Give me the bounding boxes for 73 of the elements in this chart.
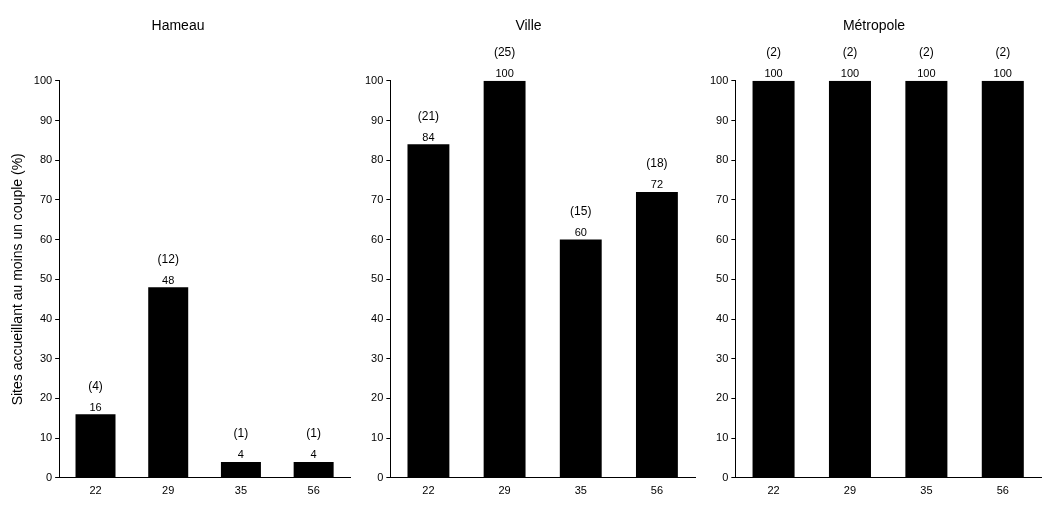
y-tick-label: 100 — [364, 73, 384, 86]
x-tick-label: 35 — [574, 484, 587, 497]
data-label: 100 — [917, 67, 936, 80]
y-tick-label: 0 — [377, 470, 384, 483]
y-tick-label: 0 — [46, 470, 53, 483]
annotation: (21) — [417, 108, 440, 123]
annotation: (2) — [842, 45, 858, 60]
data-label: 60 — [574, 226, 587, 239]
y-tick-label: 70 — [39, 192, 53, 205]
data-label: 4 — [237, 448, 244, 461]
x-tick-label: 29 — [843, 484, 857, 497]
y-tick-label: 0 — [722, 470, 729, 483]
y-tick-label: 100 — [709, 73, 729, 86]
y-tick-label: 50 — [716, 272, 729, 285]
data-label: 4 — [310, 448, 317, 461]
x-tick-label: 29 — [498, 484, 511, 497]
y-tick-label: 60 — [716, 232, 729, 245]
data-label: 100 — [840, 67, 860, 80]
annotation: (4) — [88, 378, 103, 393]
y-tick-label: 60 — [371, 232, 384, 245]
annotation: (25) — [493, 45, 516, 60]
annotation: (18) — [646, 156, 668, 171]
x-tick-label: 35 — [234, 484, 248, 497]
y-tick-label: 50 — [371, 272, 384, 285]
y-tick-label: 40 — [371, 312, 384, 325]
chart-title: Métropole — [842, 17, 906, 34]
x-tick-label: 29 — [162, 484, 175, 497]
x-tick-label: 56 — [307, 484, 320, 497]
y-tick-label: 80 — [39, 153, 53, 166]
data-label: 16 — [89, 400, 102, 413]
data-label: 84 — [422, 130, 435, 143]
x-tick-label: 56 — [996, 484, 1009, 497]
y-tick-label: 20 — [716, 391, 729, 404]
annotation: (1) — [233, 426, 249, 441]
y-tick-label: 20 — [39, 391, 53, 404]
y-tick-label: 30 — [39, 351, 53, 364]
annotation: (2) — [995, 45, 1011, 60]
x-tick-label: 56 — [650, 484, 664, 497]
data-label: 100 — [495, 67, 514, 80]
y-tick-label: 20 — [371, 391, 384, 404]
y-tick-label: 90 — [716, 113, 729, 126]
y-tick-label: 30 — [716, 351, 729, 364]
data-label: 48 — [162, 273, 175, 286]
y-tick-label: 40 — [716, 312, 729, 325]
chart-title: Hameau — [151, 17, 205, 34]
y-tick-label: 30 — [371, 351, 384, 364]
x-tick-label: 35 — [920, 484, 933, 497]
data-label: 100 — [993, 67, 1012, 80]
y-tick-label: 70 — [716, 192, 729, 205]
y-tick-label: 100 — [33, 73, 53, 86]
annotation: (15) — [570, 203, 592, 218]
y-tick-label: 80 — [716, 153, 729, 166]
annotation: (2) — [766, 45, 781, 60]
annotation: (12) — [157, 251, 179, 266]
x-tick-label: 22 — [89, 484, 102, 497]
x-tick-label: 22 — [422, 484, 435, 497]
y-tick-label: 80 — [371, 153, 384, 166]
y-tick-label: 10 — [716, 431, 729, 444]
data-label: 72 — [650, 178, 664, 191]
y-tick-label: 10 — [371, 431, 384, 444]
y-axis-title: Sites accueillant au moins un couple (%) — [9, 153, 26, 406]
y-tick-label: 50 — [39, 272, 53, 285]
y-tick-label: 10 — [39, 431, 53, 444]
data-label: 100 — [764, 67, 783, 80]
annotation: (2) — [919, 45, 934, 60]
y-tick-label: 90 — [39, 113, 53, 126]
annotation: (1) — [306, 426, 321, 441]
chart-title: Ville — [515, 17, 542, 34]
x-tick-label: 22 — [767, 484, 780, 497]
y-tick-label: 70 — [371, 192, 384, 205]
y-tick-label: 40 — [39, 312, 53, 325]
y-tick-label: 60 — [39, 232, 53, 245]
y-tick-label: 90 — [371, 113, 384, 126]
